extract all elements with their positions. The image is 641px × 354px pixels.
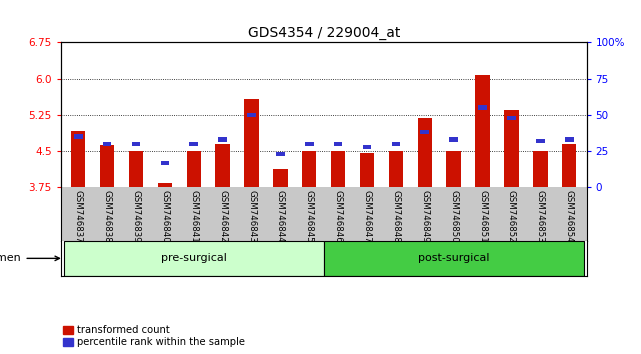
Bar: [276, 152, 285, 156]
Bar: [449, 137, 458, 142]
Bar: [507, 116, 516, 120]
Bar: [478, 105, 487, 110]
Text: GSM746853: GSM746853: [536, 190, 545, 243]
Bar: [64, 241, 324, 276]
Title: GDS4354 / 229004_at: GDS4354 / 229004_at: [247, 26, 400, 40]
Text: GSM746847: GSM746847: [363, 190, 372, 243]
Bar: [533, 151, 547, 187]
Bar: [302, 151, 317, 187]
Bar: [446, 151, 461, 187]
Bar: [131, 142, 140, 146]
Bar: [160, 160, 169, 165]
Text: pre-surgical: pre-surgical: [161, 253, 227, 263]
Text: specimen: specimen: [0, 253, 60, 263]
Text: GSM746845: GSM746845: [304, 190, 313, 243]
Text: GSM746841: GSM746841: [189, 190, 198, 243]
Bar: [219, 137, 227, 142]
Bar: [305, 142, 313, 146]
Bar: [71, 131, 85, 187]
Bar: [388, 151, 403, 187]
Bar: [536, 139, 545, 143]
Text: GSM746850: GSM746850: [449, 190, 458, 243]
Bar: [562, 144, 576, 187]
Bar: [476, 75, 490, 187]
Text: GSM746840: GSM746840: [160, 190, 169, 243]
Text: GSM746843: GSM746843: [247, 190, 256, 243]
Bar: [392, 142, 400, 146]
Bar: [129, 151, 143, 187]
Bar: [158, 183, 172, 187]
Text: GSM746854: GSM746854: [565, 190, 574, 243]
Legend: transformed count, percentile rank within the sample: transformed count, percentile rank withi…: [63, 325, 245, 347]
Bar: [334, 142, 342, 146]
Bar: [360, 153, 374, 187]
Bar: [74, 135, 83, 139]
Bar: [103, 142, 112, 146]
Bar: [215, 144, 230, 187]
Bar: [189, 142, 198, 146]
Bar: [565, 137, 574, 142]
Bar: [324, 241, 583, 276]
Bar: [504, 110, 519, 187]
Bar: [273, 169, 288, 187]
Bar: [247, 113, 256, 117]
Text: GSM746837: GSM746837: [74, 190, 83, 243]
Text: GSM746848: GSM746848: [392, 190, 401, 243]
Bar: [244, 99, 259, 187]
Bar: [417, 118, 432, 187]
Text: GSM746842: GSM746842: [218, 190, 227, 243]
Bar: [420, 130, 429, 135]
Text: GSM746844: GSM746844: [276, 190, 285, 243]
Bar: [363, 144, 371, 149]
Text: post-surgical: post-surgical: [418, 253, 490, 263]
Text: GSM746852: GSM746852: [507, 190, 516, 243]
Bar: [100, 145, 114, 187]
Text: GSM746849: GSM746849: [420, 190, 429, 242]
Text: GSM746839: GSM746839: [131, 190, 140, 242]
Text: GSM746851: GSM746851: [478, 190, 487, 243]
Text: GSM746846: GSM746846: [334, 190, 343, 243]
Bar: [331, 151, 345, 187]
Text: GSM746838: GSM746838: [103, 190, 112, 243]
Bar: [187, 151, 201, 187]
